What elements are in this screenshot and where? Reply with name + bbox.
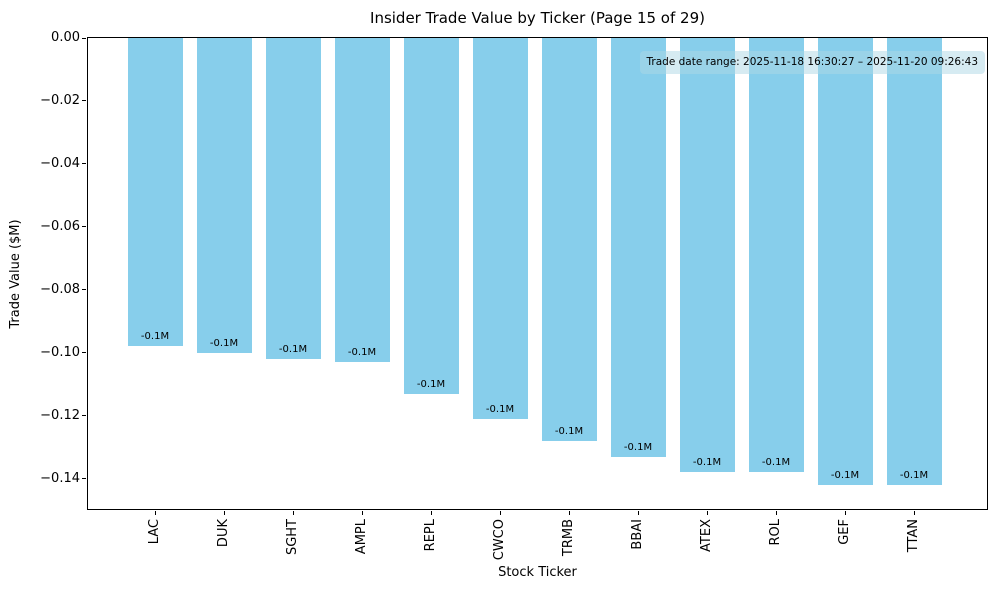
annotation-box: Trade date range: 2025-11-18 16:30:27 – … <box>639 51 985 74</box>
x-tick-mark <box>637 511 639 515</box>
y-tick-mark <box>82 37 86 39</box>
y-tick-mark <box>82 100 86 102</box>
x-tick-label: CWCO <box>492 519 507 561</box>
x-tick-label: SGHT <box>285 519 300 556</box>
y-tick-label: 0.00 <box>51 30 80 45</box>
x-tick-label: GEF <box>837 519 852 545</box>
y-tick-mark <box>82 415 86 417</box>
plot-area <box>87 37 988 510</box>
x-tick-mark <box>706 511 708 515</box>
y-tick-mark <box>82 352 86 354</box>
x-tick-mark <box>568 511 570 515</box>
x-tick-mark <box>361 511 363 515</box>
x-tick-mark <box>154 511 156 515</box>
x-axis-label: Stock Ticker <box>498 565 577 580</box>
y-tick-mark <box>82 226 86 228</box>
x-tick-label: ROL <box>768 519 783 546</box>
x-tick-label: REPL <box>423 519 438 552</box>
x-tick-label: AMPL <box>354 519 369 555</box>
x-tick-mark <box>499 511 501 515</box>
y-axis-label: Trade Value ($M) <box>8 219 23 329</box>
x-tick-mark <box>430 511 432 515</box>
y-tick-label: −0.12 <box>40 407 80 423</box>
x-tick-label: BBAI <box>630 519 645 550</box>
x-tick-mark <box>844 511 846 515</box>
x-tick-label: DUK <box>216 519 231 548</box>
y-tick-label: −0.14 <box>40 470 80 486</box>
x-tick-label: ATEX <box>699 519 714 552</box>
y-tick-mark <box>82 478 86 480</box>
y-tick-mark <box>82 289 86 291</box>
y-tick-label: −0.06 <box>40 218 80 234</box>
y-tick-label: −0.04 <box>40 155 80 171</box>
y-tick-mark <box>82 163 86 165</box>
x-tick-mark <box>913 511 915 515</box>
x-tick-mark <box>775 511 777 515</box>
chart-title: Insider Trade Value by Ticker (Page 15 o… <box>370 9 705 27</box>
x-tick-mark <box>223 511 225 515</box>
x-tick-label: LAC <box>147 519 162 545</box>
y-tick-label: −0.10 <box>40 344 80 360</box>
x-tick-label: TRMB <box>561 519 576 557</box>
x-tick-label: TTAN <box>906 519 921 553</box>
y-tick-label: −0.02 <box>40 92 80 108</box>
y-tick-label: −0.08 <box>40 281 80 297</box>
x-tick-mark <box>292 511 294 515</box>
